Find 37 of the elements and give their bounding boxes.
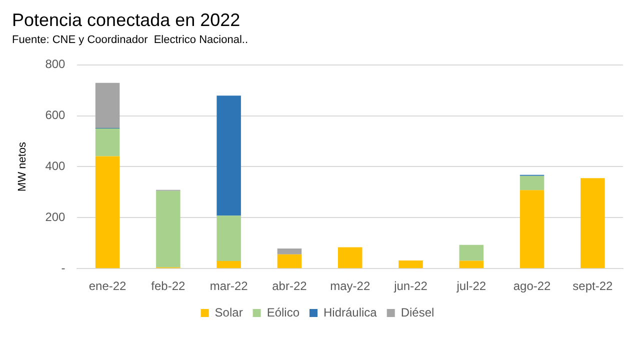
y-tick-label: 400 xyxy=(45,159,66,174)
bar xyxy=(216,216,241,261)
bar xyxy=(520,190,544,268)
x-tick-label: jun-22 xyxy=(393,279,428,294)
x-tick-label: mar-22 xyxy=(210,279,248,294)
bar xyxy=(338,247,362,268)
x-tick-label: jul-22 xyxy=(456,279,486,294)
legend-label: Solar xyxy=(214,305,243,320)
x-tick-label: ago-22 xyxy=(513,279,552,294)
bar xyxy=(580,178,605,268)
legend-label: Hidráulica xyxy=(324,305,378,320)
x-tick-label: abr-22 xyxy=(272,279,308,294)
bar xyxy=(459,260,484,268)
x-tick-label: ene-22 xyxy=(88,279,127,294)
bar xyxy=(156,190,180,268)
bar xyxy=(277,254,302,268)
y-tick-label: 200 xyxy=(45,210,66,224)
bar xyxy=(459,244,484,261)
bar xyxy=(95,128,120,156)
y-tick-label: 800 xyxy=(45,57,66,72)
chart-title: Potencia conectada en 2022 xyxy=(12,10,240,30)
bar xyxy=(216,96,241,216)
bar xyxy=(398,260,423,268)
y-axis-title: MW netos xyxy=(16,141,29,192)
bar xyxy=(95,82,120,128)
x-tick-label: may-22 xyxy=(330,279,370,294)
legend-label: Diésel xyxy=(400,305,434,320)
bar xyxy=(277,248,302,254)
bar xyxy=(216,260,241,268)
bar xyxy=(95,156,120,268)
x-tick-label: sept-22 xyxy=(572,279,614,294)
y-tick-label: - xyxy=(61,260,66,275)
chart-subtitle: Fuente: CNE y Coordinador Electrico Nacional.. xyxy=(12,34,248,46)
legend-label: Eólico xyxy=(266,305,300,320)
bar xyxy=(520,176,544,190)
x-tick-label: feb-22 xyxy=(151,279,186,294)
y-tick-label: 600 xyxy=(45,108,66,122)
